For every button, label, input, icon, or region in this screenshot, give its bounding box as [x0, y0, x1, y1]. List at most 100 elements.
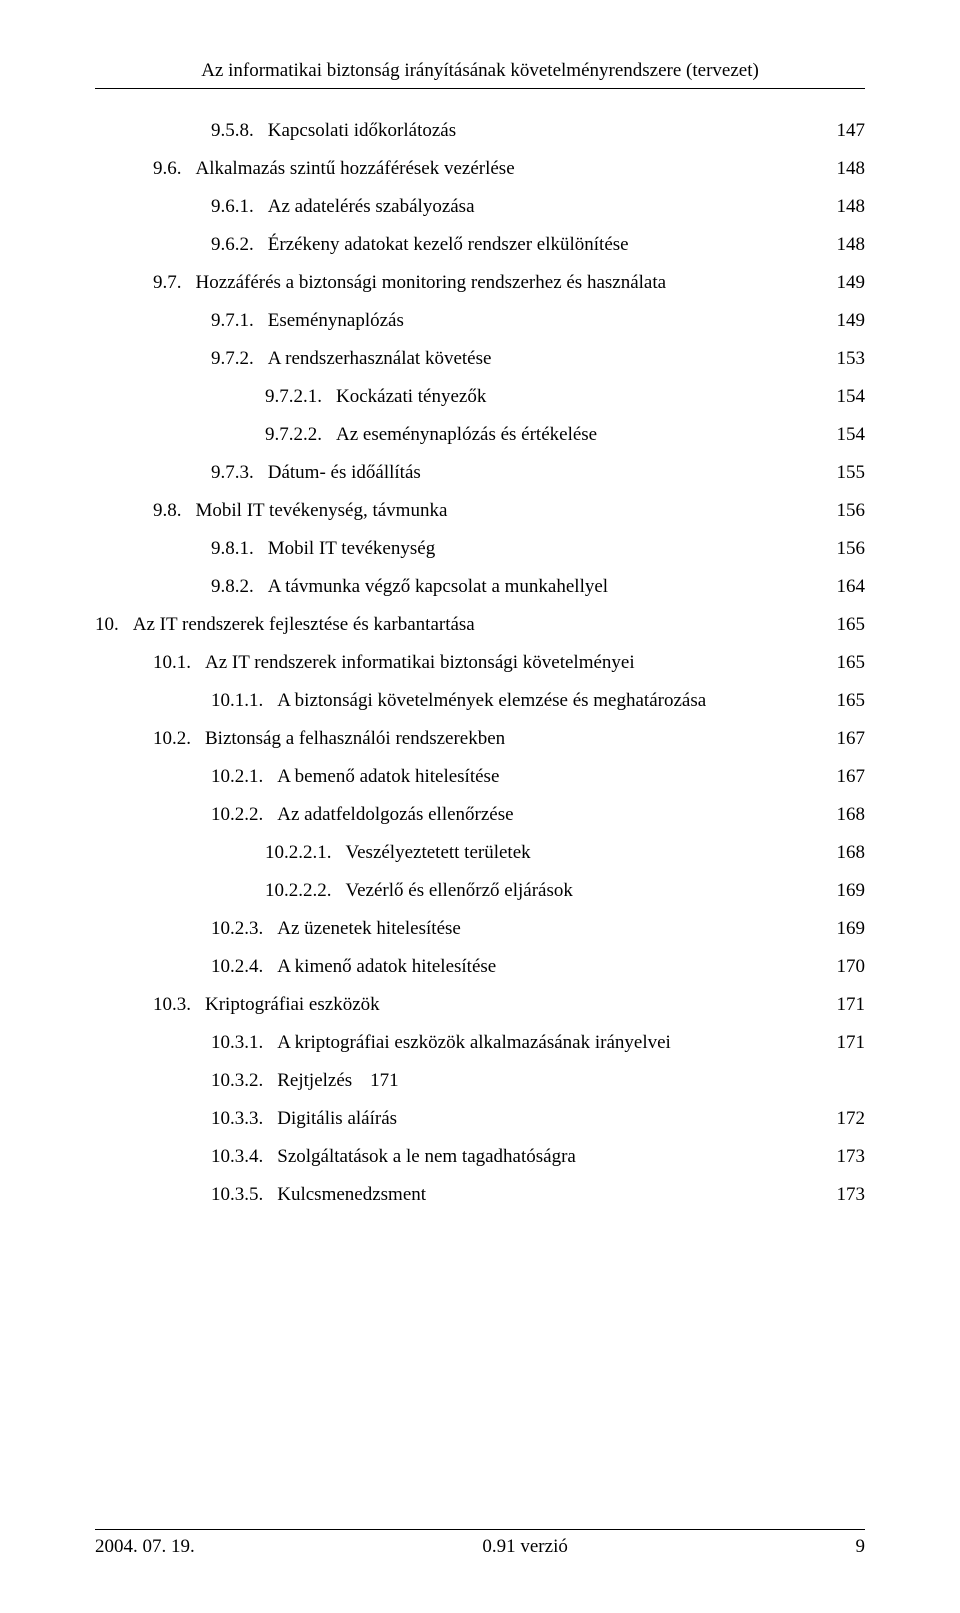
toc-entry: 9.7.2.1.Kockázati tényezők154 [265, 387, 865, 406]
toc-title: Érzékeny adatokat kezelő rendszer elkülö… [268, 235, 629, 254]
toc-page: 156 [833, 501, 866, 520]
toc-number: 9.7.2.1. [265, 387, 336, 406]
toc-page: 165 [833, 615, 866, 634]
toc-page: 154 [833, 387, 866, 406]
toc-page: 153 [833, 349, 866, 368]
toc-title: Biztonság a felhasználói rendszerekben [205, 729, 505, 748]
toc-number: 9.5.8. [211, 121, 268, 140]
toc-entry: 9.7.2.2.Az eseménynaplózás és értékelése… [265, 425, 865, 444]
table-of-contents: 9.5.8.Kapcsolati időkorlátozás147 9.6.Alk… [95, 121, 865, 1204]
toc-entry: 9.7.1.Eseménynaplózás149 [211, 311, 865, 330]
toc-page: 148 [833, 235, 866, 254]
toc-page: 171 [833, 995, 866, 1014]
toc-number: 10.2. [153, 729, 205, 748]
toc-page: 170 [833, 957, 866, 976]
toc-number: 9.7.2. [211, 349, 268, 368]
toc-page: 167 [833, 729, 866, 748]
toc-page: 154 [833, 425, 866, 444]
toc-number: 10.3.2. [211, 1071, 277, 1090]
toc-title: A kriptográfiai eszközök alkalmazásának … [277, 1033, 671, 1052]
toc-title: A bemenő adatok hitelesítése [277, 767, 499, 786]
toc-page: 148 [833, 197, 866, 216]
toc-entry: 10.1.1.A biztonsági követelmények elemzé… [211, 691, 865, 710]
toc-title: Az IT rendszerek informatikai biztonsági… [205, 653, 635, 672]
toc-page: 171 [833, 1033, 866, 1052]
toc-number: 10. [95, 615, 133, 634]
toc-entry: 10.2.3.Az üzenetek hitelesítése 169 [211, 919, 865, 938]
toc-page: 172 [833, 1109, 866, 1128]
toc-title: Az üzenetek hitelesítése [277, 919, 461, 938]
toc-page: 149 [833, 273, 866, 292]
toc-page: 156 [833, 539, 866, 558]
toc-title: A rendszerhasználat követése [268, 349, 492, 368]
toc-number: 9.7. [153, 273, 196, 292]
page-header: Az informatikai biztonság irányításának … [95, 60, 865, 89]
toc-entry: 9.5.8.Kapcsolati időkorlátozás147 [211, 121, 865, 140]
toc-entry: 10.2.Biztonság a felhasználói rendszerek… [153, 729, 865, 748]
toc-entry: 9.6.Alkalmazás szintű hozzáférések vezér… [153, 159, 865, 178]
footer-date: 2004. 07. 19. [95, 1536, 195, 1558]
toc-page: 165 [833, 691, 866, 710]
toc-title: Vezérlő és ellenőrző eljárások [346, 881, 573, 900]
toc-entry: 9.7.3.Dátum- és időállítás 155 [211, 463, 865, 482]
footer-pagenum: 9 [855, 1536, 865, 1558]
toc-title: Az IT rendszerek fejlesztése és karbanta… [133, 615, 475, 634]
toc-entry: 10.3.2.Rejtjelzés171 [211, 1071, 865, 1090]
toc-entry: 9.7.Hozzáférés a biztonsági monitoring r… [153, 273, 865, 292]
toc-page: 168 [833, 805, 866, 824]
toc-page: 167 [833, 767, 866, 786]
toc-entry: 9.7.2.A rendszerhasználat követése 153 [211, 349, 865, 368]
toc-number: 10.2.2.1. [265, 843, 346, 862]
toc-page: 148 [833, 159, 866, 178]
toc-entry: 10.2.1.A bemenő adatok hitelesítése 167 [211, 767, 865, 786]
header-text: Az informatikai biztonság irányításának … [201, 60, 759, 81]
toc-page: 169 [833, 881, 866, 900]
toc-title: Digitális aláírás [277, 1109, 397, 1128]
toc-number: 9.7.2.2. [265, 425, 336, 444]
toc-number: 10.1. [153, 653, 205, 672]
page-footer: 2004. 07. 19. 0.91 verzió 9 [95, 1529, 865, 1558]
toc-entry: 9.8.1.Mobil IT tevékenység156 [211, 539, 865, 558]
toc-number: 9.6.1. [211, 197, 268, 216]
toc-number: 10.2.2.2. [265, 881, 346, 900]
toc-title: Mobil IT tevékenység [268, 539, 435, 558]
toc-entry: 10.2.2.2.Vezérlő és ellenőrző eljárások 1… [265, 881, 865, 900]
toc-page: 171 [352, 1071, 399, 1090]
toc-number: 10.2.4. [211, 957, 277, 976]
toc-entry: 10.3.Kriptográfiai eszközök171 [153, 995, 865, 1014]
toc-title: A kimenő adatok hitelesítése [277, 957, 496, 976]
toc-title: Az adatfeldolgozás ellenőrzése [277, 805, 513, 824]
toc-entry: 10.2.2.Az adatfeldolgozás ellenőrzése 168 [211, 805, 865, 824]
toc-page: 155 [833, 463, 866, 482]
toc-number: 10.2.2. [211, 805, 277, 824]
toc-title: Alkalmazás szintű hozzáférések vezérlése [196, 159, 515, 178]
toc-number: 9.8.2. [211, 577, 268, 596]
toc-entry: 9.6.1.Az adatelérés szabályozása 148 [211, 197, 865, 216]
toc-page: 147 [833, 121, 866, 140]
toc-number: 10.3.1. [211, 1033, 277, 1052]
toc-page: 173 [833, 1185, 866, 1204]
toc-title: Szolgáltatások a le nem tagadhatóságra [277, 1147, 576, 1166]
toc-number: 10.2.3. [211, 919, 277, 938]
toc-title: Mobil IT tevékenység, távmunka [196, 501, 448, 520]
toc-page: 164 [833, 577, 866, 596]
toc-page: 169 [833, 919, 866, 938]
toc-number: 9.7.1. [211, 311, 268, 330]
toc-title: Az adatelérés szabályozása [268, 197, 475, 216]
toc-title: Rejtjelzés [277, 1071, 352, 1090]
toc-title: Dátum- és időállítás [268, 463, 421, 482]
toc-number: 9.6.2. [211, 235, 268, 254]
toc-page: 165 [833, 653, 866, 672]
toc-number: 10.2.1. [211, 767, 277, 786]
toc-title: A távmunka végző kapcsolat a munkahellye… [268, 577, 608, 596]
toc-entry: 9.6.2.Érzékeny adatokat kezelő rendszer … [211, 235, 865, 254]
toc-entry: 9.8.Mobil IT tevékenység, távmunka156 [153, 501, 865, 520]
footer-version: 0.91 verzió [482, 1536, 567, 1558]
toc-number: 10.3. [153, 995, 205, 1014]
toc-entry: 10.Az IT rendszerek fejlesztése és karba… [95, 615, 865, 634]
toc-number: 10.3.3. [211, 1109, 277, 1128]
toc-entry: 10.3.5.Kulcsmenedzsment173 [211, 1185, 865, 1204]
toc-title: Kulcsmenedzsment [277, 1185, 426, 1204]
toc-title: A biztonsági követelmények elemzése és m… [277, 691, 706, 710]
toc-number: 9.7.3. [211, 463, 268, 482]
